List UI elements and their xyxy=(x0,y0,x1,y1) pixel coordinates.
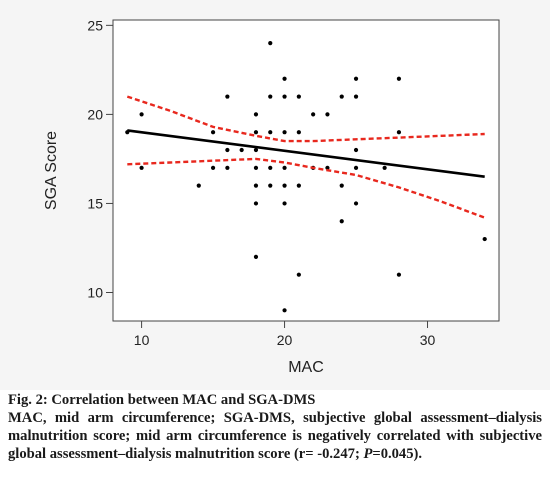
data-point xyxy=(282,94,287,99)
data-point xyxy=(139,165,144,170)
data-point xyxy=(253,147,259,153)
data-point xyxy=(339,183,344,188)
scatter-chart: 10 20 30 10 15 20 25 MAC SGA Score xyxy=(43,17,500,376)
data-point xyxy=(268,130,273,135)
data-point xyxy=(268,41,273,46)
data-point xyxy=(239,147,244,153)
y-tick-label: 15 xyxy=(87,195,103,211)
confidence-band-upper xyxy=(126,95,485,143)
caption-body-suffix: =0.045). xyxy=(372,446,423,462)
data-point xyxy=(353,76,359,81)
confidence-band-lower xyxy=(127,157,486,219)
data-point xyxy=(210,165,216,170)
data-point xyxy=(139,112,144,117)
data-point xyxy=(353,147,359,153)
y-tick-label: 25 xyxy=(87,17,103,33)
data-point xyxy=(225,165,230,170)
data-point xyxy=(225,94,230,99)
y-tick-label: 20 xyxy=(87,106,103,122)
data-point xyxy=(282,308,287,313)
chart-series xyxy=(125,41,487,313)
figure-caption: Fig. 2: Correlation between MAC and SGA-… xyxy=(8,391,542,463)
caption-title: Fig. 2: Correlation between MAC and SGA-… xyxy=(8,392,316,408)
data-point xyxy=(296,130,301,135)
x-tick-label: 30 xyxy=(420,332,436,348)
data-point xyxy=(296,183,301,188)
data-point xyxy=(396,76,402,81)
data-point xyxy=(353,165,359,170)
data-point xyxy=(225,147,230,153)
data-point xyxy=(268,165,273,170)
axis-ticks: 10 20 30 10 15 20 25 xyxy=(87,17,435,348)
data-point xyxy=(253,130,259,135)
regression-line xyxy=(127,129,485,178)
data-point xyxy=(196,183,201,188)
y-axis-label: SGA Score xyxy=(43,131,60,210)
data-point xyxy=(325,165,330,170)
data-point xyxy=(268,94,273,99)
data-point xyxy=(282,130,287,135)
data-point xyxy=(339,219,344,224)
data-point xyxy=(253,201,259,206)
caption-body: MAC, mid arm circumference; SGA-DMS, sub… xyxy=(8,409,542,463)
data-point xyxy=(339,94,344,99)
caption-p-symbol: P xyxy=(363,446,373,462)
x-tick-label: 20 xyxy=(277,332,293,348)
data-point xyxy=(282,201,287,206)
data-point xyxy=(282,165,287,170)
data-point xyxy=(253,183,259,188)
data-point xyxy=(268,183,273,188)
data-point xyxy=(210,130,216,135)
data-point xyxy=(253,254,259,259)
data-point xyxy=(253,165,259,170)
data-point xyxy=(396,272,402,277)
data-point xyxy=(396,130,402,135)
data-point xyxy=(353,201,359,206)
data-point xyxy=(382,165,387,170)
x-tick-label: 10 xyxy=(134,332,150,348)
data-point xyxy=(311,112,316,117)
data-point xyxy=(482,236,487,242)
data-point xyxy=(253,112,259,117)
chart-figure: 10 20 30 10 15 20 25 MAC SGA Score xyxy=(43,17,500,376)
y-tick-label: 10 xyxy=(87,285,103,301)
data-point xyxy=(296,272,301,277)
data-point xyxy=(296,94,301,99)
x-axis-label: MAC xyxy=(288,359,324,376)
data-point xyxy=(282,183,287,188)
data-point xyxy=(353,94,359,99)
data-point xyxy=(282,76,287,81)
data-point xyxy=(325,112,330,117)
caption-body-prefix: MAC, mid arm circumference; SGA-DMS, sub… xyxy=(8,410,542,462)
